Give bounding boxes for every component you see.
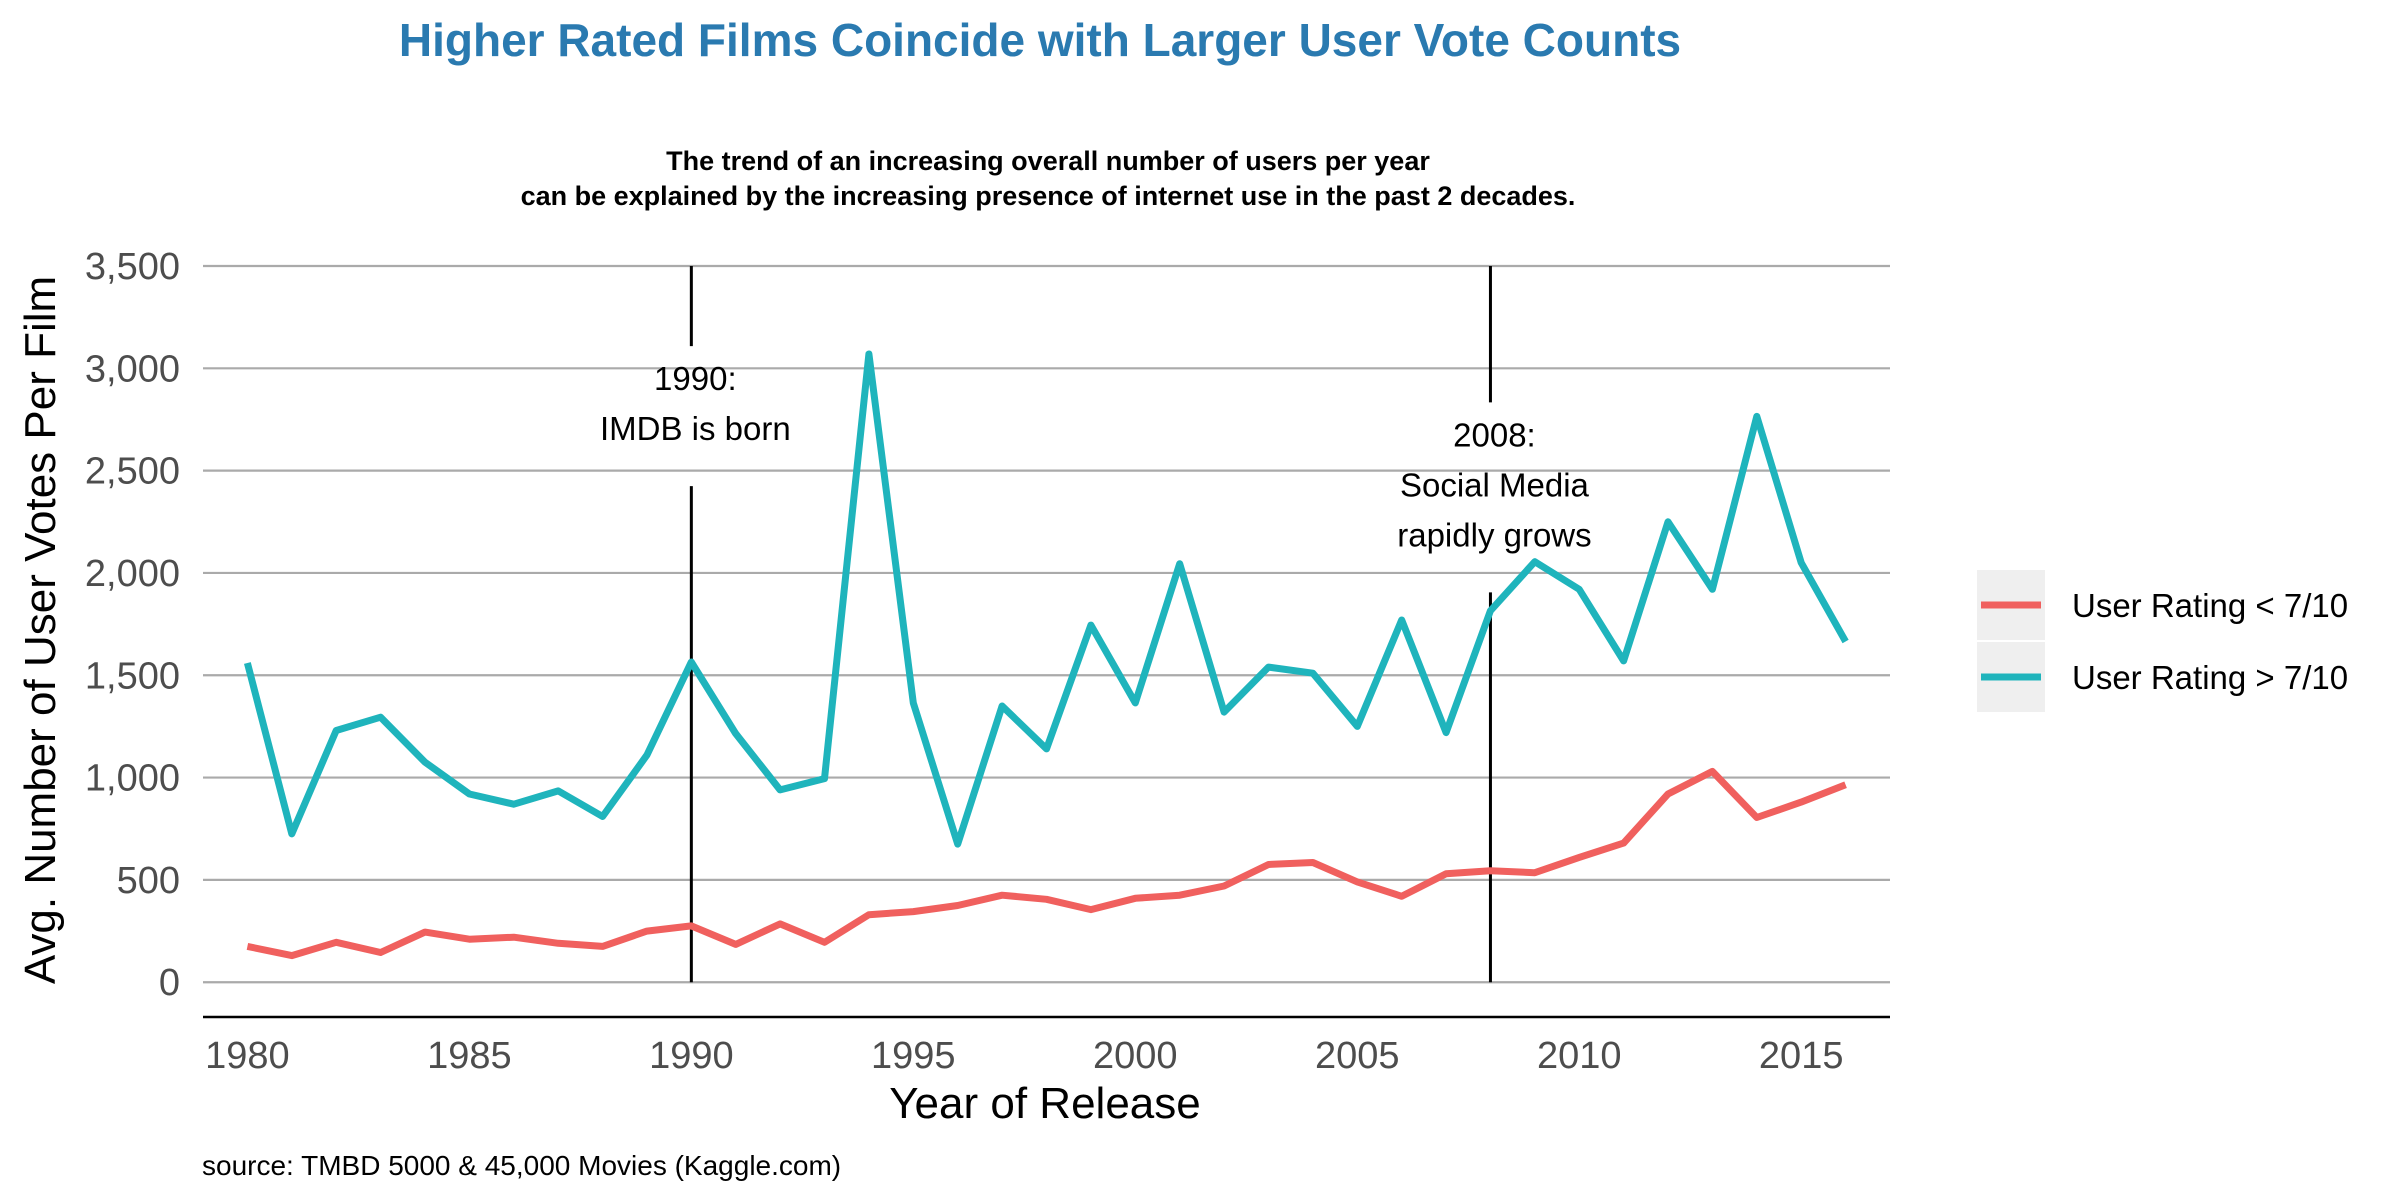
reference-line-layer: 1990: IMDB is born 2008: Social Media rapidl… bbox=[600, 266, 1592, 983]
grid-layer: 0 500 1,000 1,500 2,000 2,500 3,000 3,500 bbox=[85, 246, 1890, 1004]
series-line-1 bbox=[244, 350, 1849, 848]
x-tick-label: 2010 bbox=[1537, 1035, 1622, 1077]
legend-label: User Rating > 7/10 bbox=[2072, 659, 2348, 696]
chart-subtitle-line-2: can be explained by the increasing prese… bbox=[521, 181, 1576, 211]
x-tick-label: 2005 bbox=[1315, 1035, 1400, 1077]
legend-label: User Rating < 7/10 bbox=[2072, 587, 2348, 624]
y-tick-label: 1,500 bbox=[85, 655, 180, 697]
y-tick-label: 3,000 bbox=[85, 348, 180, 390]
x-tick-label: 1980 bbox=[205, 1035, 290, 1077]
x-tick-label: 2000 bbox=[1093, 1035, 1178, 1077]
x-tick-label: 2015 bbox=[1759, 1035, 1844, 1077]
x-tick-label: 1985 bbox=[427, 1035, 512, 1077]
y-tick-label: 2,500 bbox=[85, 451, 180, 493]
chart-title-group: Higher Rated Films Coincide with Larger … bbox=[399, 14, 1681, 211]
y-tick-label: 3,500 bbox=[85, 246, 180, 288]
y-tick-label: 500 bbox=[117, 860, 180, 902]
reference-line-label: 1990: bbox=[654, 360, 737, 397]
reference-line-label: IMDB is born bbox=[600, 410, 791, 447]
x-tick-label: 1995 bbox=[871, 1035, 956, 1077]
chart-caption: source: TMBD 5000 & 45,000 Movies (Kaggl… bbox=[202, 1150, 841, 1181]
chart-title: Higher Rated Films Coincide with Larger … bbox=[399, 14, 1681, 66]
series-line-0 bbox=[246, 767, 1847, 960]
chart-subtitle-line-1: The trend of an increasing overall numbe… bbox=[666, 146, 1430, 176]
y-tick-label: 0 bbox=[159, 962, 180, 1004]
axis-layer: 1980 1985 1990 1995 2000 2005 2010 2015 bbox=[203, 1015, 1890, 1077]
legend: User Rating < 7/10 User Rating > 7/10 bbox=[1977, 570, 2348, 712]
reference-line-label: 2008: bbox=[1453, 416, 1536, 453]
y-axis-title: Avg. Number of User Votes Per Film bbox=[16, 276, 65, 984]
series-layer bbox=[244, 350, 1849, 960]
y-tick-label: 2,000 bbox=[85, 553, 180, 595]
x-tick-label: 1990 bbox=[649, 1035, 734, 1077]
y-tick-label: 1,000 bbox=[85, 758, 180, 800]
x-axis-title: Year of Release bbox=[889, 1079, 1200, 1128]
reference-line-label: rapidly grows bbox=[1397, 516, 1591, 553]
reference-line-label: Social Media bbox=[1400, 466, 1590, 503]
